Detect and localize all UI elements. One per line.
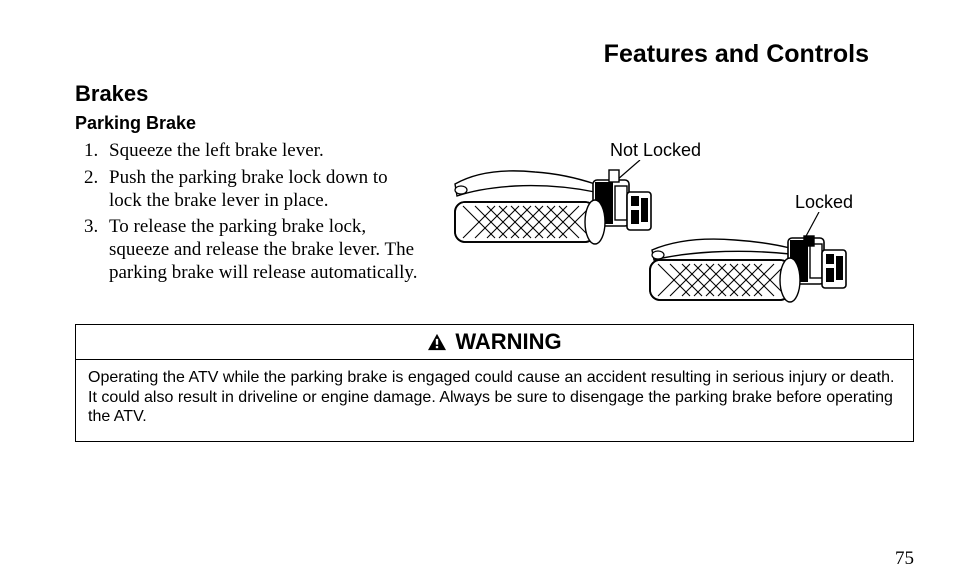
figure-label-locked: Locked bbox=[795, 192, 853, 213]
step-item: To release the parking brake lock, squee… bbox=[103, 216, 425, 284]
brake-lever-locked-illustration bbox=[640, 220, 855, 320]
figure-label-unlocked: Not Locked bbox=[610, 140, 701, 161]
warning-triangle-icon bbox=[427, 333, 447, 351]
steps-list: Squeeze the left brake lever. Push the p… bbox=[75, 140, 425, 285]
warning-body-text: Operating the ATV while the parking brak… bbox=[76, 360, 913, 441]
warning-header-text: WARNING bbox=[455, 329, 561, 355]
warning-box: WARNING Operating the ATV while the park… bbox=[75, 324, 914, 442]
step-item: Squeeze the left brake lever. bbox=[103, 140, 425, 163]
step-item: Push the parking brake lock down to lock… bbox=[103, 167, 425, 213]
section-title: Brakes bbox=[75, 81, 914, 107]
page-root: Features and Controls Brakes Parking Bra… bbox=[0, 0, 954, 588]
brake-lever-unlocked-illustration bbox=[445, 162, 660, 262]
chapter-title: Features and Controls bbox=[75, 40, 869, 69]
text-column: Squeeze the left brake lever. Push the p… bbox=[75, 140, 425, 310]
content-row: Squeeze the left brake lever. Push the p… bbox=[75, 140, 914, 310]
warning-header: WARNING bbox=[76, 325, 913, 360]
figure-column: Not Locked Locked bbox=[445, 140, 914, 310]
subsection-title: Parking Brake bbox=[75, 113, 914, 134]
page-number: 75 bbox=[895, 548, 914, 570]
